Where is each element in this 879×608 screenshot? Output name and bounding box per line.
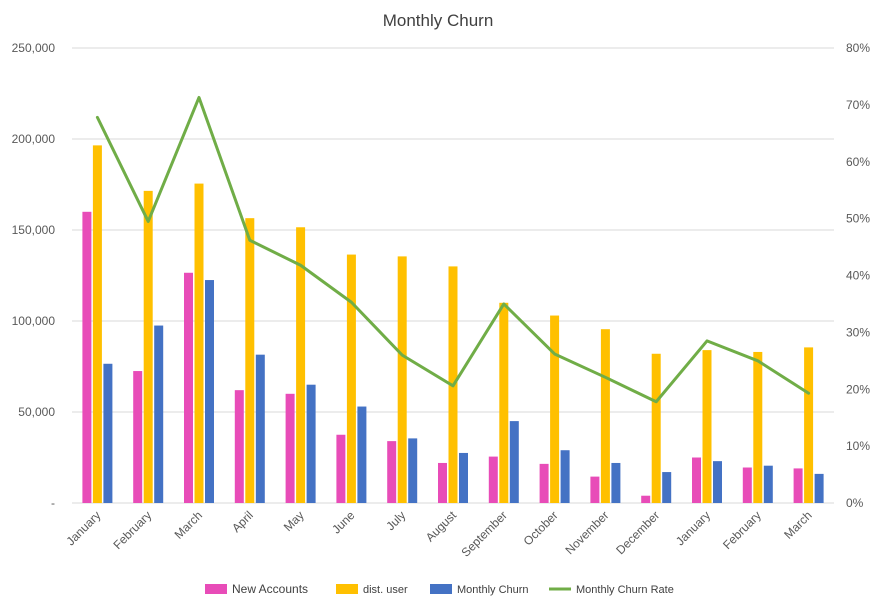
line-series	[95, 95, 811, 404]
x-tick-label: September	[459, 508, 510, 559]
legend-swatch	[205, 584, 227, 594]
chart-title: Monthly Churn	[383, 11, 494, 30]
bar	[296, 227, 306, 503]
bar	[387, 441, 397, 503]
x-tick-label: March	[172, 508, 205, 541]
x-tick-label: March	[781, 508, 814, 541]
legend-swatch	[430, 584, 452, 594]
bar	[499, 302, 509, 503]
bar	[814, 473, 824, 503]
right-tick-label: 60%	[846, 155, 870, 169]
bar	[255, 354, 265, 503]
legend-label: dist. user	[363, 584, 408, 596]
bar	[702, 350, 712, 503]
bar	[154, 325, 164, 503]
x-tick-label: February	[720, 508, 764, 552]
bar	[611, 462, 621, 503]
bar	[184, 272, 193, 503]
bar	[753, 351, 763, 503]
bar	[459, 452, 468, 503]
right-tick-label: 20%	[846, 382, 870, 396]
bar	[346, 254, 356, 503]
right-tick-label: 50%	[846, 212, 870, 226]
legend-label: New Accounts	[232, 582, 308, 596]
bar-series	[82, 145, 824, 504]
bar	[408, 438, 418, 503]
x-tick-label: April	[229, 508, 256, 535]
bar	[488, 456, 498, 503]
bar	[763, 465, 773, 503]
bar	[804, 347, 814, 503]
x-tick-label: July	[383, 508, 408, 533]
x-tick-label: February	[110, 508, 154, 552]
x-tick-label: May	[281, 508, 307, 534]
bar	[234, 390, 244, 503]
bar	[133, 371, 143, 503]
bar	[692, 457, 701, 503]
bar	[651, 353, 661, 503]
right-tick-label: 0%	[846, 496, 864, 510]
right-tick-label: 80%	[846, 41, 870, 55]
left-tick-label: 100,000	[12, 314, 56, 328]
x-tick-label: October	[521, 508, 561, 548]
bar	[662, 472, 672, 503]
x-tick-label: December	[613, 508, 662, 557]
right-tick-label: 40%	[846, 269, 870, 283]
right-tick-label: 30%	[846, 325, 870, 339]
bar	[438, 462, 447, 503]
bar	[306, 384, 316, 503]
bar	[92, 145, 102, 503]
bar	[509, 421, 519, 503]
bar	[205, 280, 214, 503]
left-axis: - 50,000 100,000 150,000 200,000 250,000	[12, 41, 56, 510]
bar	[285, 393, 295, 503]
legend-swatch	[336, 584, 358, 594]
series-line	[95, 95, 811, 404]
right-tick-label: 70%	[846, 98, 870, 112]
right-tick-label: 10%	[846, 439, 870, 453]
x-tick-label: January	[673, 508, 713, 548]
bar	[713, 461, 722, 503]
bar	[143, 190, 153, 503]
right-axis: 0% 10% 20% 30% 40% 50% 60% 70% 80%	[846, 41, 870, 510]
left-tick-label: 250,000	[12, 41, 56, 55]
bar	[641, 495, 651, 503]
legend: New Accounts dist. user Monthly Churn Month…	[205, 582, 674, 596]
bar	[590, 476, 600, 503]
left-tick-label: 200,000	[12, 132, 56, 146]
x-tick-label: August	[423, 508, 460, 545]
bar	[194, 183, 204, 503]
bar	[742, 467, 752, 503]
bar	[793, 468, 803, 503]
bar	[550, 315, 560, 503]
bar	[560, 450, 570, 503]
left-tick-label: -	[51, 496, 55, 510]
legend-label: Monthly Churn	[457, 584, 529, 596]
bar	[539, 463, 549, 503]
bar	[245, 218, 255, 504]
x-tick-label: June	[329, 508, 358, 537]
x-tick-label: November	[562, 508, 611, 557]
bar	[600, 329, 610, 503]
left-tick-label: 150,000	[12, 223, 56, 237]
bar	[82, 211, 92, 504]
bar	[357, 406, 367, 503]
legend-label: Monthly Churn Rate	[576, 584, 674, 596]
bar	[103, 363, 113, 503]
x-tick-label: January	[63, 508, 103, 548]
bar	[336, 434, 346, 503]
bar	[397, 256, 407, 503]
left-tick-label: 50,000	[18, 405, 55, 419]
x-axis: January February March April May June July Augu…	[63, 508, 814, 560]
